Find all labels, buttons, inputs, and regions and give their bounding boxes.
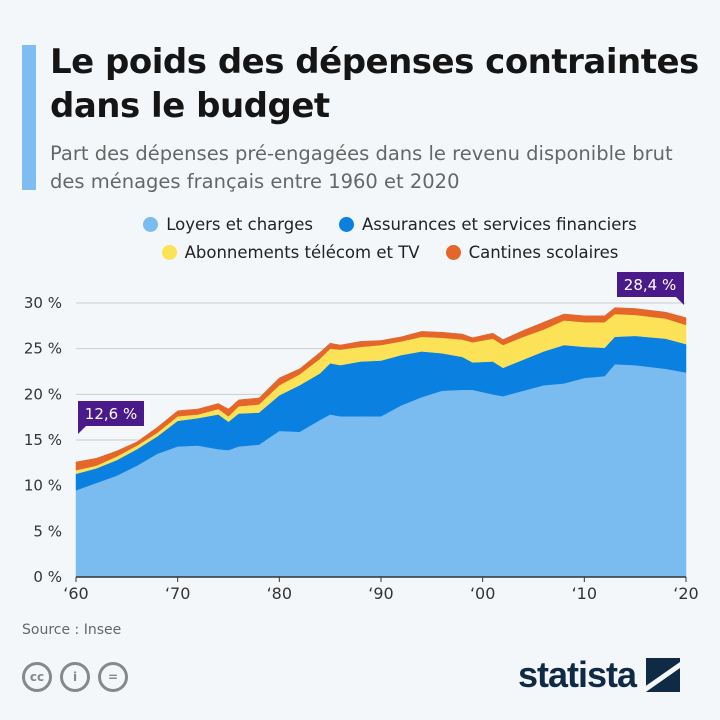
annotation-label-end: 28,4 %	[624, 276, 676, 294]
legend-label: Loyers et charges	[166, 214, 313, 234]
source-note: Source : Insee	[22, 622, 122, 638]
legend-label: Abonnements télécom et TV	[184, 242, 420, 262]
attribution-icon: i	[60, 662, 90, 692]
legend-swatch	[338, 216, 354, 232]
area-cantines-scolaires	[75, 307, 687, 471]
legend-label: Assurances et services financiers	[361, 214, 637, 234]
y-tick-label: 25 %	[24, 340, 62, 358]
annotation-callout-end	[617, 272, 684, 305]
accent-bar	[22, 45, 36, 190]
x-tick-label: ‘20	[673, 584, 698, 603]
license-icons: cc i =	[22, 662, 128, 692]
x-tick-label: ‘60	[63, 584, 88, 603]
x-tick-label: ‘90	[368, 584, 393, 603]
x-tick-label: ‘00	[470, 584, 495, 603]
statista-logo: statista	[518, 654, 681, 696]
legend-swatch	[445, 244, 461, 260]
annotation-callout-start	[78, 401, 144, 434]
legend-item-loyers: Loyers et charges	[143, 215, 313, 234]
y-tick-label: 30 %	[24, 294, 62, 312]
x-tick-label: ‘10	[572, 584, 597, 603]
legend: Loyers et charges Assurances et services…	[80, 210, 700, 266]
legend-item-assurances: Assurances et services financiers	[338, 214, 637, 234]
legend-item-cantines: Cantines scolaires	[445, 242, 619, 262]
legend-item-abonnements: Abonnements télécom et TV	[161, 242, 420, 262]
x-tick-label: ‘80	[267, 584, 292, 603]
x-tick-label: ‘70	[165, 584, 190, 603]
brand-wordmark: statista	[518, 654, 637, 695]
annotation-label-start: 12,6 %	[85, 405, 137, 423]
y-tick-label: 5 %	[33, 522, 62, 540]
legend-label: Cantines scolaires	[468, 242, 619, 262]
y-tick-label: 20 %	[24, 385, 62, 403]
y-tick-label: 0 %	[33, 568, 62, 586]
y-tick-label: 15 %	[24, 431, 62, 449]
cc-icon: cc	[22, 662, 52, 692]
chart-title: Le poids des dépenses contraintes dans l…	[50, 42, 699, 126]
no-derivatives-icon: =	[98, 662, 128, 692]
legend-swatch	[143, 216, 159, 232]
y-tick-label: 10 %	[24, 477, 62, 495]
legend-swatch	[161, 244, 177, 260]
chart-subtitle: Part des dépenses pré-engagées dans le r…	[50, 142, 673, 193]
statista-logo-icon	[646, 658, 681, 692]
